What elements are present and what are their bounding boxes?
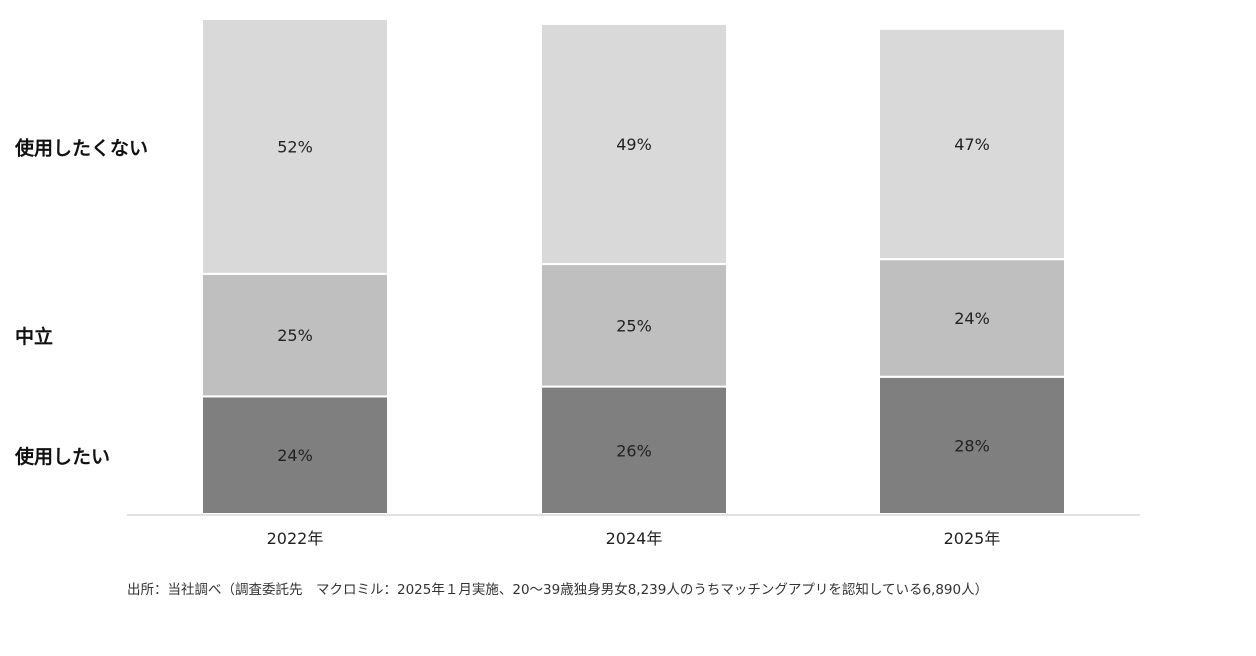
bar-segment bbox=[540, 22, 728, 266]
series-label: 中立 bbox=[15, 325, 53, 348]
x-tick-label: 2022年 bbox=[267, 529, 324, 548]
data-label: 25% bbox=[616, 316, 652, 335]
bar-segment bbox=[201, 395, 389, 516]
data-label: 26% bbox=[616, 441, 652, 460]
bar-segment bbox=[201, 18, 389, 275]
bar-segment bbox=[878, 27, 1066, 261]
data-label: 28% bbox=[954, 436, 990, 455]
data-label: 52% bbox=[277, 137, 313, 156]
x-tick-label: 2025年 bbox=[944, 529, 1001, 548]
bar-segment bbox=[540, 263, 728, 388]
series-label: 使用したくない bbox=[14, 137, 148, 159]
bars-layer bbox=[201, 18, 1066, 516]
bar-segment bbox=[878, 258, 1066, 378]
source-note: 出所：当社調べ（調査委託先 マクロミル：2025年１月実施、20〜39歳独身男女… bbox=[127, 582, 989, 598]
data-label: 47% bbox=[954, 135, 990, 154]
x-axis: 2022年 2024年 2025年 bbox=[127, 514, 1140, 548]
data-label: 49% bbox=[616, 135, 652, 154]
series-label: 使用したい bbox=[14, 446, 110, 468]
bar-segment bbox=[540, 385, 728, 515]
data-labels-layer: 24% 25% 52% 26% 25% 49% 28% 24% 47% bbox=[277, 135, 990, 465]
bar-segment bbox=[201, 272, 389, 398]
x-tick-label: 2024年 bbox=[606, 529, 663, 548]
series-labels-layer: 使用したい 中立 使用したくない bbox=[14, 137, 148, 468]
data-label: 24% bbox=[277, 446, 313, 465]
data-label: 24% bbox=[954, 309, 990, 328]
data-label: 25% bbox=[277, 326, 313, 345]
